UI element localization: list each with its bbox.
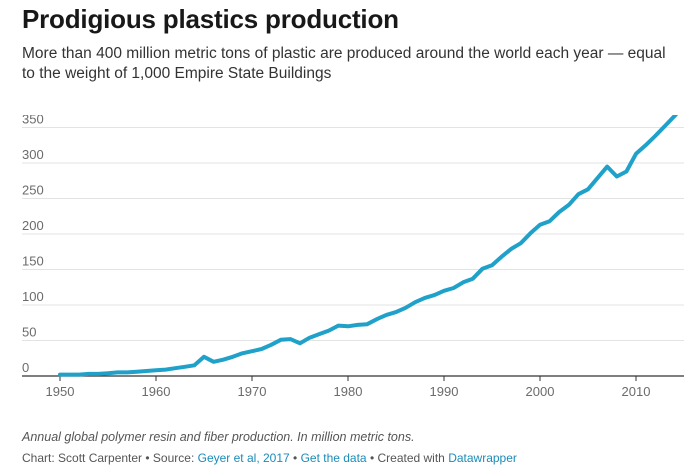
created-with-text: • Created with xyxy=(366,451,449,465)
chart-credit: Chart: Scott Carpenter • Source: Geyer e… xyxy=(22,451,517,465)
y-axis: 0 50 100 150 200 250 300 350 xyxy=(22,115,44,375)
y-tick-label-150: 150 xyxy=(22,254,44,269)
y-tick-label-250: 250 xyxy=(22,183,44,198)
x-tick-label-1960: 1960 xyxy=(142,384,171,399)
source-link[interactable]: Geyer et al, 2017 xyxy=(197,451,290,465)
gridlines xyxy=(22,127,684,341)
y-tick-label-300: 300 xyxy=(22,147,44,162)
chart-note: Annual global polymer resin and fiber pr… xyxy=(22,430,415,444)
series-line-0 xyxy=(58,115,679,377)
x-tick-label-2000: 2000 xyxy=(526,384,555,399)
credit-prefix: Chart: Scott Carpenter • Source: xyxy=(22,451,198,465)
y-tick-label-200: 200 xyxy=(22,218,44,233)
x-axis: 1950 1960 1970 1980 1990 2000 2010 xyxy=(22,375,684,399)
x-tick-label-1970: 1970 xyxy=(238,384,267,399)
y-tick-label-350: 350 xyxy=(22,115,44,127)
x-tick-label-1950: 1950 xyxy=(46,384,75,399)
credit-separator: • xyxy=(289,451,301,465)
chart-title: Prodigious plastics production xyxy=(22,4,399,34)
x-tick-label-1990: 1990 xyxy=(430,384,459,399)
y-tick-label-0: 0 xyxy=(22,360,29,375)
datawrapper-link[interactable]: Datawrapper xyxy=(448,451,517,465)
chart-subtitle: More than 400 million metric tons of pla… xyxy=(22,45,666,82)
x-tick-label-1980: 1980 xyxy=(334,384,363,399)
y-tick-label-50: 50 xyxy=(22,325,36,340)
get-data-link[interactable]: Get the data xyxy=(300,451,367,465)
series-layer xyxy=(58,115,679,377)
y-tick-label-100: 100 xyxy=(22,289,44,304)
x-tick-label-2010: 2010 xyxy=(622,384,651,399)
